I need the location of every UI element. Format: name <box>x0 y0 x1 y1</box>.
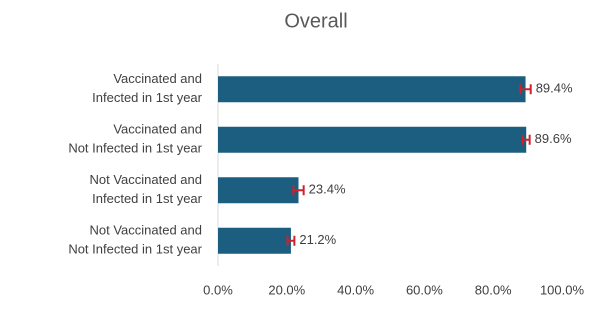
bar <box>218 227 291 254</box>
chart-title: Overall <box>284 10 347 32</box>
y-tick-label-line: Vaccinated and <box>113 122 202 137</box>
y-tick-label: Not Vaccinated and Not Infected in 1st ye… <box>68 223 202 257</box>
x-tick-label: 60.0% <box>406 282 443 297</box>
data-label: 23.4% <box>309 182 346 197</box>
y-tick-label-line: Infected in 1st year <box>92 90 203 105</box>
x-tick-label: 0.0% <box>203 282 233 297</box>
y-tick-label: Not Vaccinated and Infected in 1st year <box>90 172 203 206</box>
y-tick-label-line: Not Infected in 1st year <box>68 141 202 156</box>
error-bar <box>521 134 531 145</box>
y-tick-label-line: Vaccinated and <box>113 71 202 86</box>
error-bar <box>286 235 296 246</box>
x-tick-label: 100.0% <box>540 282 585 297</box>
data-label: 89.6% <box>535 131 572 146</box>
bar <box>218 76 526 103</box>
x-tick-label: 80.0% <box>475 282 512 297</box>
x-tick-label: 40.0% <box>337 282 374 297</box>
data-label: 21.2% <box>299 232 336 247</box>
data-label: 89.4% <box>536 81 573 96</box>
bar <box>218 126 527 153</box>
x-tick-label: 20.0% <box>268 282 305 297</box>
y-tick-label-line: Not Vaccinated and <box>90 223 203 238</box>
bar <box>218 177 299 204</box>
y-tick-label-line: Not Infected in 1st year <box>68 242 202 257</box>
y-tick-label: Vaccinated and Not Infected in 1st year <box>68 122 202 156</box>
y-tick-label: Vaccinated and Infected in 1st year <box>92 71 203 105</box>
error-bar <box>519 84 532 95</box>
y-tick-label-line: Not Vaccinated and <box>90 172 203 187</box>
error-bar <box>292 185 305 196</box>
y-tick-label-line: Infected in 1st year <box>92 191 203 206</box>
